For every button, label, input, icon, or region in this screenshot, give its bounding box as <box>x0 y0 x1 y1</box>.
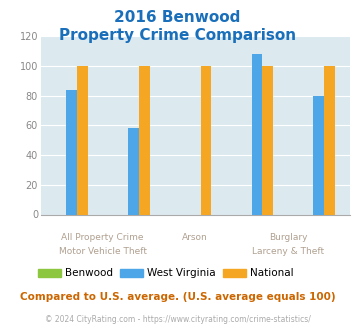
Text: Larceny & Theft: Larceny & Theft <box>252 248 324 256</box>
Text: © 2024 CityRating.com - https://www.cityrating.com/crime-statistics/: © 2024 CityRating.com - https://www.city… <box>45 315 310 324</box>
Bar <box>77 66 88 214</box>
Bar <box>252 54 262 214</box>
Text: 2016 Benwood: 2016 Benwood <box>114 10 241 25</box>
Text: Burglary: Burglary <box>269 233 307 242</box>
Bar <box>324 66 335 214</box>
Text: Compared to U.S. average. (U.S. average equals 100): Compared to U.S. average. (U.S. average … <box>20 292 335 302</box>
Bar <box>128 128 139 214</box>
Bar <box>201 66 212 214</box>
Text: All Property Crime: All Property Crime <box>61 233 144 242</box>
Bar <box>139 66 150 214</box>
Text: Motor Vehicle Theft: Motor Vehicle Theft <box>59 248 147 256</box>
Legend: Benwood, West Virginia, National: Benwood, West Virginia, National <box>34 264 298 282</box>
Bar <box>262 66 273 214</box>
Text: Arson: Arson <box>182 233 208 242</box>
Bar <box>66 90 77 214</box>
Text: Property Crime Comparison: Property Crime Comparison <box>59 28 296 43</box>
Bar <box>313 96 324 214</box>
